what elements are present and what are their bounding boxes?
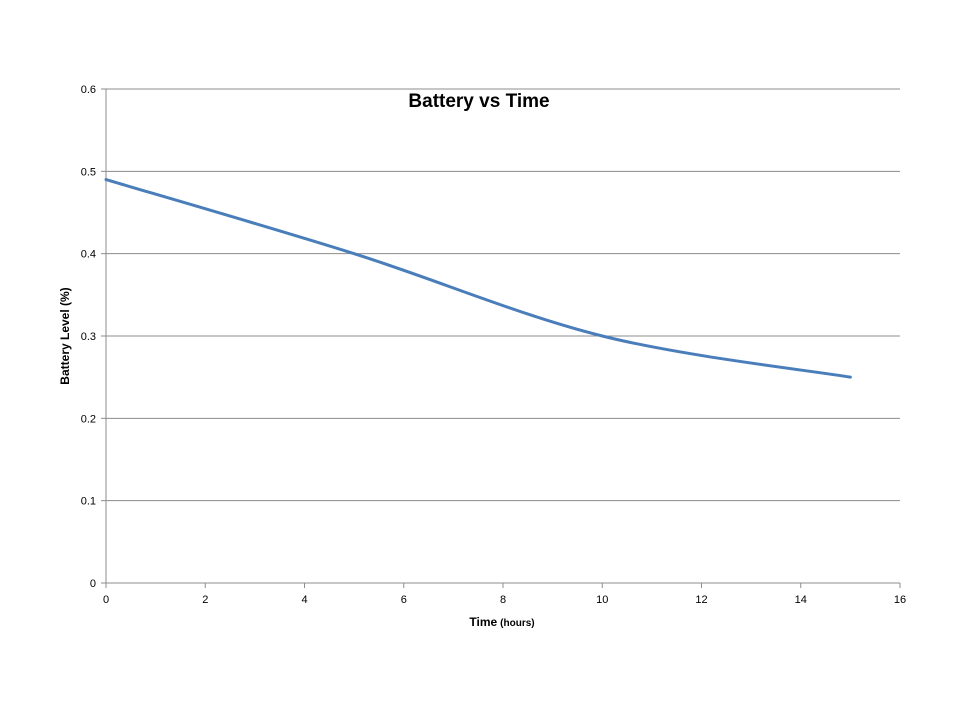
- x-tick-label: 16: [894, 594, 906, 606]
- y-tick-label: 0.4: [81, 249, 96, 261]
- x-tick-label: 4: [301, 594, 307, 606]
- axes: [101, 88, 901, 588]
- series-layer: [104, 178, 852, 379]
- y-tick-label: 0.1: [81, 496, 96, 508]
- chart-title: Battery vs Time: [408, 91, 549, 112]
- series-line: [104, 178, 852, 379]
- x-tick-label: 0: [103, 594, 109, 606]
- x-tick-label: 10: [596, 594, 608, 606]
- x-tick-label: 12: [695, 594, 707, 606]
- x-tick-label: 6: [401, 594, 407, 606]
- x-tick-label: 8: [500, 594, 506, 606]
- y-tick-label: 0.5: [81, 166, 96, 178]
- y-axis-title: Battery Level (%): [58, 287, 72, 384]
- x-axis-title-unit: (hours): [500, 618, 534, 629]
- tick-labels: 0 0.1 0.2 0.3 0.4 0.5 0.6 0 2 4 6 8 10 12 14 16: [81, 84, 906, 606]
- x-tick-label: 2: [202, 594, 208, 606]
- y-tick-label: 0.3: [81, 331, 96, 343]
- x-axis-title-label: Time: [469, 615, 497, 629]
- x-axis-title: Time (hours): [469, 615, 534, 629]
- y-tick-label: 0: [90, 578, 96, 590]
- y-tick-label: 0.2: [81, 413, 96, 425]
- gridlines: [106, 88, 900, 502]
- y-tick-label: 0.6: [81, 84, 96, 96]
- x-tick-label: 14: [795, 594, 807, 606]
